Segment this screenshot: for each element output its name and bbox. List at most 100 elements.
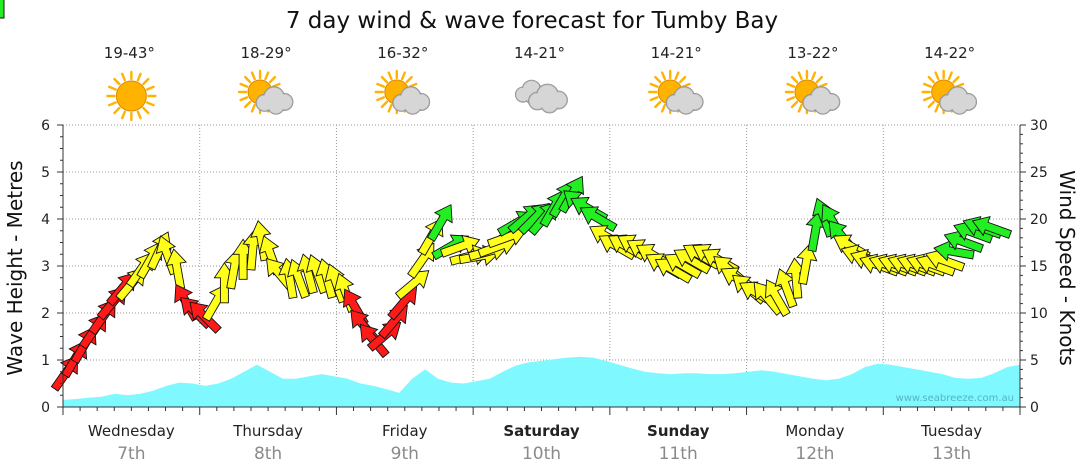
cloud-puff-inner [268, 98, 284, 114]
cloud-puff-inner [815, 98, 831, 114]
sun-ray [376, 82, 386, 88]
wave-series [63, 356, 1020, 407]
cloud-shape [802, 86, 841, 115]
sun-ray [790, 75, 799, 84]
day-date-label: 9th [391, 444, 419, 464]
day-temperature: 14-21° [514, 44, 565, 62]
day-date-label: 13th [932, 444, 971, 464]
sun-ray [264, 71, 270, 81]
sun-ray [681, 82, 691, 88]
sun-ray [786, 82, 796, 88]
partly-cloudy-icon [921, 69, 978, 115]
sun-ray [376, 96, 386, 102]
sun-ray [136, 110, 142, 120]
left-tick-label: 2 [41, 306, 50, 322]
day-saturday: 14-21° Saturday 10th [503, 44, 580, 464]
sun-ray [250, 103, 256, 113]
chart-title: 7 day wind & wave forecast for Tumby Bay [286, 8, 778, 34]
sun-ray [654, 100, 662, 109]
cloud-shape [939, 86, 978, 115]
sun-ray [136, 72, 142, 82]
right-axis-title: Wind Speed - Knots [1055, 170, 1079, 366]
sun-rays [106, 70, 157, 122]
sun-ray [660, 71, 667, 81]
sun-disc [115, 80, 147, 112]
wind-series [0, 0, 1013, 392]
sun-ray [400, 71, 407, 81]
left-axis-title: Wave Height - Metres [3, 160, 27, 375]
day-thursday: 18-29° Thursday 8th [232, 44, 303, 464]
sun-ray [271, 82, 281, 88]
sun-icon [106, 70, 157, 122]
left-tick-label: 5 [41, 165, 50, 181]
right-tick-label: 15 [1030, 259, 1048, 275]
sun-ray [934, 103, 940, 113]
cloud-icon [514, 79, 568, 114]
sun-ray [142, 106, 150, 115]
sun-ray [239, 96, 249, 102]
sun-ray [923, 96, 932, 102]
day-temperature: 13-22° [787, 44, 838, 62]
sun-ray [387, 71, 393, 81]
cloud-puff-inner [405, 98, 421, 114]
sun-ray [120, 72, 127, 82]
sun-ray [387, 103, 393, 113]
day-date-label: 12th [795, 444, 834, 464]
day-date-label: 7th [117, 444, 145, 464]
sun-ray [660, 103, 667, 113]
sun-ray [145, 101, 155, 107]
left-tick-label: 4 [41, 212, 50, 228]
sun-ray [244, 100, 252, 109]
sun-ray [678, 75, 687, 84]
right-tick-label: 25 [1030, 165, 1048, 181]
watermark: www.seabreeze.com.au [896, 393, 1014, 404]
day-name-label: Wednesday [88, 422, 175, 440]
partly-cloudy-icon [374, 69, 431, 115]
day-temperature: 14-22° [924, 44, 975, 62]
axes: 0 1 2 3 4 5 6 0 5 10 15 20 25 30 [41, 118, 1048, 416]
day-date-label: 8th [254, 444, 282, 464]
sun-ray [380, 100, 389, 109]
sun-ray [923, 82, 932, 88]
sun-ray [797, 103, 803, 113]
sun-ray [244, 75, 252, 84]
sun-ray [649, 82, 659, 88]
sun-ray [927, 100, 935, 109]
sun-ray [113, 77, 121, 86]
sun-ray [107, 101, 117, 107]
day-wednesday: 19-43° Wednesday 7th [88, 44, 175, 464]
partly-cloudy-icon [648, 69, 704, 115]
sun-ray [927, 75, 935, 84]
day-temperature: 18-29° [241, 44, 292, 62]
day-name-label: Monday [785, 422, 844, 440]
sun-ray [654, 75, 662, 84]
sun-ray [145, 85, 155, 91]
day-friday: 16-32° Friday 9th [374, 44, 431, 464]
sun-ray [649, 96, 659, 102]
sun-ray [952, 75, 960, 84]
partly-cloudy-icon [784, 69, 841, 115]
sun-ray [790, 100, 799, 109]
wind-arrow [796, 243, 818, 285]
wind-arrow [971, 215, 1013, 239]
day-name-label: Tuesday [920, 422, 982, 440]
sun-ray [408, 82, 418, 88]
sun-ray [934, 71, 940, 81]
sun-ray [268, 75, 277, 84]
wind-arrow [426, 203, 453, 242]
sun-ray [405, 75, 413, 84]
day-temperature: 19-43° [104, 44, 155, 62]
sun-ray [239, 82, 249, 88]
day-sunday: 14-21° Sunday 11th [647, 44, 710, 464]
sun-ray [811, 71, 817, 81]
sun-ray [142, 77, 150, 86]
right-tick-label: 10 [1030, 306, 1048, 322]
sun-ray [380, 75, 389, 84]
cloud-puff-inner [678, 98, 694, 114]
cloud-shape [255, 86, 294, 115]
sun-ray [120, 110, 127, 120]
cloud-puff-inner [541, 96, 558, 112]
cloud-puff-inner [952, 98, 967, 114]
sun-ray [113, 106, 121, 115]
